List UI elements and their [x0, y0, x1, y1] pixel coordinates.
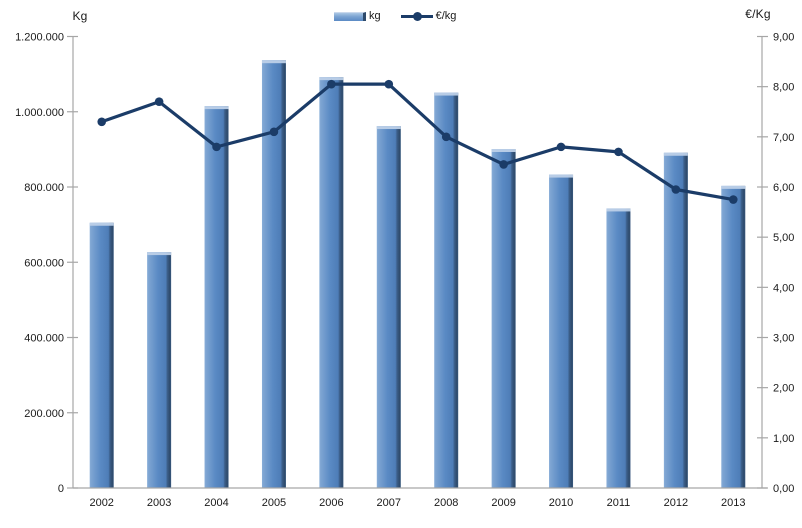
line-series-swatch-icon [400, 11, 433, 21]
right-axis-title: €/Kg [745, 7, 771, 21]
bar-2002 [89, 222, 114, 488]
right-axis-tick-label: 0,00 [773, 483, 794, 495]
eur-per-kg-line [100, 82, 735, 202]
left-axis-tick-label: 1.200.000 [15, 32, 64, 44]
left-axis-tick-label: 400.000 [24, 333, 64, 345]
bar-top-bevel-2003 [147, 252, 172, 256]
x-axis-label-2003: 2003 [147, 497, 171, 509]
bar-top-bevel-2005 [261, 60, 286, 64]
bar-2013 [721, 185, 746, 488]
bar-series-swatch-icon [334, 11, 366, 21]
bar-2006 [319, 77, 344, 488]
line-marker-2013 [728, 195, 738, 204]
bar-2011 [606, 208, 631, 489]
legend: kg €/kg [334, 10, 456, 22]
bar-top-bevel-2011 [606, 208, 631, 212]
line-marker-2009 [499, 160, 508, 169]
x-axis-label-2009: 2009 [491, 497, 515, 509]
right-axis-tick-label: 2,00 [773, 383, 794, 395]
bar-2009 [491, 148, 516, 488]
x-axis-label-2011: 2011 [607, 497, 631, 509]
line-marker-2003 [154, 97, 164, 107]
bar-top-bevel-2002 [89, 222, 114, 226]
bar-top-bevel-2008 [434, 92, 459, 96]
legend-item-kg: kg [334, 10, 381, 22]
bar-top-bevel-2007 [376, 126, 401, 130]
bar-top-bevel-2010 [549, 174, 574, 178]
bar-2004 [204, 106, 229, 488]
line-marker-2006 [327, 79, 336, 89]
right-axis-tick-label: 5,00 [773, 232, 794, 244]
x-axis-label-2002: 2002 [89, 497, 113, 509]
bar-2010 [549, 174, 574, 489]
line-marker-icon [412, 11, 422, 21]
line-marker-2012 [671, 185, 681, 194]
left-axis-tick-label: 600.000 [24, 257, 64, 269]
right-axis-tick-label: 3,00 [773, 333, 794, 345]
left-axis-tick-label: 1.000.000 [15, 107, 64, 119]
bar-2003 [147, 252, 172, 488]
line-marker-2011 [614, 147, 623, 157]
legend-label-kg: kg [369, 10, 381, 22]
x-axis-label-2007: 2007 [377, 497, 401, 509]
legend-item-eur-kg: €/kg [400, 10, 457, 22]
bar-2008 [434, 92, 459, 488]
right-axis-tick-label: 1,00 [773, 433, 794, 445]
x-axis-label-2004: 2004 [204, 497, 228, 509]
bar-top-bevel-2013 [721, 185, 746, 189]
right-axis-tick-label: 9,00 [773, 32, 794, 44]
right-axis-tick-label: 4,00 [773, 282, 794, 294]
right-axis-tick-label: 8,00 [773, 82, 794, 94]
bar-2007 [376, 126, 401, 489]
line-marker-2007 [384, 79, 394, 89]
line-marker-2002 [97, 117, 107, 127]
left-axis-tick-label: 800.000 [24, 182, 64, 194]
x-axis-label-2010: 2010 [549, 497, 573, 509]
line-marker-2005 [269, 127, 279, 137]
x-axis-label-2008: 2008 [434, 497, 458, 509]
left-axis-tick-label: 0 [58, 483, 64, 495]
x-axis-label-2013: 2013 [721, 497, 745, 509]
bar-top-bevel-2006 [319, 77, 344, 81]
right-axis-tick-label: 6,00 [773, 182, 794, 194]
bar-2012 [663, 152, 688, 489]
legend-label-eur-kg: €/kg [435, 10, 457, 22]
right-axis-tick-label: 7,00 [773, 132, 794, 144]
bar-top-bevel-2012 [663, 152, 688, 156]
line-marker-2008 [441, 132, 451, 142]
x-axis-label-2005: 2005 [262, 497, 286, 509]
line-marker-2004 [212, 142, 221, 152]
left-axis-tick-label: 200.000 [24, 408, 64, 420]
x-axis-label-2006: 2006 [319, 497, 343, 509]
bar-top-bevel-2004 [204, 106, 229, 110]
x-axis-label-2012: 2012 [664, 497, 688, 509]
bar-top-bevel-2009 [491, 148, 516, 152]
line-marker-2010 [556, 142, 566, 152]
left-axis-title: Kg [72, 9, 88, 23]
